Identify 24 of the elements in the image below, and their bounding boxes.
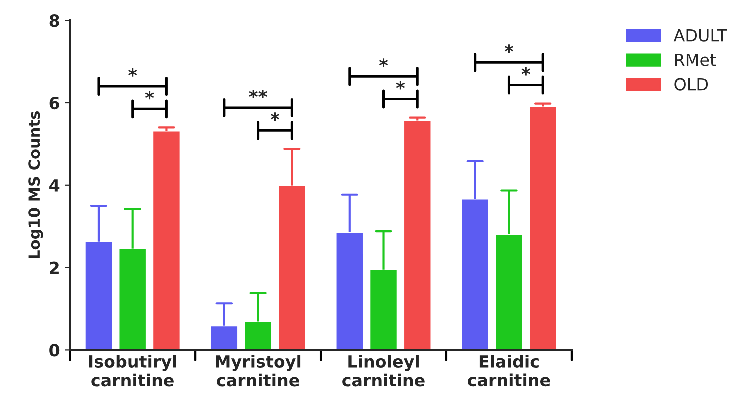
y-tick-label: 2 xyxy=(50,262,59,274)
legend-label: RMet xyxy=(675,54,716,66)
y-axis-title: Log10 MS Counts xyxy=(28,112,44,259)
x-tick-label: Linoleyl carnitine xyxy=(342,355,425,387)
annotation: * xyxy=(504,44,514,54)
y-tick-label: 0 xyxy=(50,344,60,357)
y-tick-label: 4 xyxy=(50,180,60,192)
annotation: ** xyxy=(249,90,268,98)
annotation: * xyxy=(396,81,406,90)
annotation: * xyxy=(128,68,138,77)
annotation: * xyxy=(379,58,388,68)
bar xyxy=(528,106,558,350)
annotation: * xyxy=(145,91,154,100)
bar xyxy=(152,130,182,350)
x-tick-label: Myristoyl carnitine xyxy=(216,355,301,387)
y-tick-label: 6 xyxy=(50,96,60,110)
legend-label: OLD xyxy=(674,78,708,91)
bar xyxy=(403,120,432,350)
legend-label: ADULT xyxy=(674,30,728,42)
annotation: * xyxy=(270,112,280,122)
x-tick-label: Elaidic carnitine xyxy=(468,355,550,387)
y-tick-label: 8 xyxy=(50,14,60,28)
x-tick-label: Isobutiryl carnitine xyxy=(89,355,176,387)
annotation: * xyxy=(522,67,531,76)
